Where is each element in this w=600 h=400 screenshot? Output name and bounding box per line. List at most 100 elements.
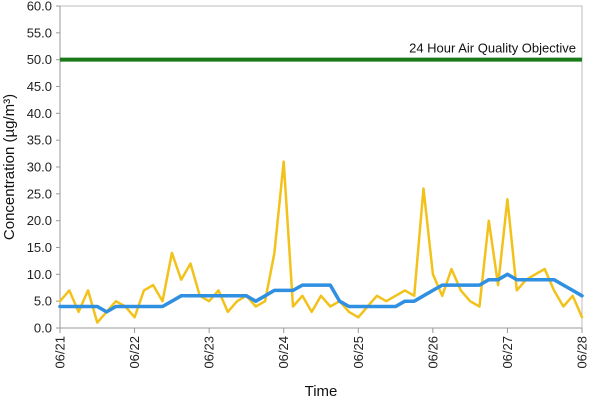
series-0-point (488, 220, 490, 222)
series-0-point (311, 311, 313, 313)
y-axis-title: Concentration (µg/m³) (1, 94, 18, 240)
y-tick-label: 0.0 (34, 321, 52, 336)
series-1-point (395, 306, 397, 308)
series-1-point (96, 306, 98, 308)
series-1-point (357, 306, 359, 308)
series-0-point (348, 311, 350, 313)
series-1-point (404, 300, 406, 302)
y-tick-label: 15.0 (27, 240, 52, 255)
series-1-point (59, 306, 61, 308)
series-1-point (535, 279, 537, 281)
series-1-point (106, 311, 108, 313)
x-tick-label: 06/26 (425, 336, 440, 369)
series-1-point (320, 284, 322, 286)
series-0-point (544, 268, 546, 270)
series-1-point (572, 290, 574, 292)
series-line-1 (58, 272, 584, 314)
x-axis-title: Time (305, 383, 338, 400)
series-1-point (348, 306, 350, 308)
series-1-point (134, 306, 136, 308)
series-1-point (330, 284, 332, 286)
x-tick-label: 06/28 (575, 336, 590, 369)
series-1-point (544, 279, 546, 281)
series-1-point (525, 279, 527, 281)
series-1-point (311, 284, 313, 286)
series-0-point (283, 161, 285, 163)
series-1-point (423, 295, 425, 297)
series-0-point (143, 290, 145, 292)
series-0-point (255, 306, 257, 308)
series-0-point (152, 284, 154, 286)
series-1-point (563, 284, 565, 286)
series-0-point (376, 295, 378, 297)
series-1-point (283, 290, 285, 292)
series-1-point (441, 284, 443, 286)
series-1-point (488, 279, 490, 281)
x-tick-label: 06/24 (276, 336, 291, 369)
series-1-point (190, 295, 192, 297)
series-0-point (516, 290, 518, 292)
series-0-point (302, 295, 304, 297)
series-1-point (180, 295, 182, 297)
series-1-point (218, 295, 220, 297)
series-0-point (227, 311, 229, 313)
series-0-point (320, 295, 322, 297)
series-0-point (395, 295, 397, 297)
y-tick-label: 10.0 (27, 267, 52, 282)
series-0-point (78, 311, 80, 313)
series-1-point (246, 295, 248, 297)
y-tick-label: 35.0 (27, 133, 52, 148)
series-0-point (497, 284, 499, 286)
x-tick-label: 06/23 (202, 336, 217, 369)
y-tick-label: 30.0 (27, 160, 52, 175)
x-tick-label: 06/25 (351, 336, 366, 369)
series-0-point (563, 306, 565, 308)
series-0-point (115, 300, 117, 302)
y-tick-label: 40.0 (27, 106, 52, 121)
series-1-point (264, 295, 266, 297)
series-1-point (87, 306, 89, 308)
series-1-point (516, 279, 518, 281)
series-0-point (404, 290, 406, 292)
series-0-point (413, 295, 415, 297)
y-tick-label: 50.0 (27, 52, 52, 67)
series-1-point (292, 290, 294, 292)
series-0-point (208, 300, 210, 302)
series-1-point (339, 300, 341, 302)
series-1-point (469, 284, 471, 286)
series-0-point (385, 300, 387, 302)
series-0-point (274, 252, 276, 254)
series-0-point (581, 316, 583, 318)
series-1-point (581, 295, 583, 297)
series-1-point (124, 306, 126, 308)
series-1-point (413, 300, 415, 302)
series-1-point (171, 300, 173, 302)
series-0-point (190, 263, 192, 265)
series-1-point (451, 284, 453, 286)
series-0-point (432, 274, 434, 276)
series-0-point (69, 290, 71, 292)
series-1-point (69, 306, 71, 308)
series-1-point (274, 290, 276, 292)
series-1-point (143, 306, 145, 308)
series-1-point (367, 306, 369, 308)
x-tick-label: 06/22 (127, 336, 142, 369)
series-0-point (162, 300, 164, 302)
series-1-point (479, 284, 481, 286)
series-0-point (180, 279, 182, 281)
series-0-point (264, 300, 266, 302)
series-1-point (376, 306, 378, 308)
series-1-point (78, 306, 80, 308)
series-0-point (218, 290, 220, 292)
series-0-point (479, 306, 481, 308)
series-0-point (469, 300, 471, 302)
series-0-point (572, 295, 574, 297)
objective-label: 24 Hour Air Quality Objective (409, 41, 576, 56)
series-0-point (423, 188, 425, 190)
series-1-point (385, 306, 387, 308)
series-0-point (96, 322, 98, 324)
series-0-point (535, 274, 537, 276)
series-1-point (227, 295, 229, 297)
